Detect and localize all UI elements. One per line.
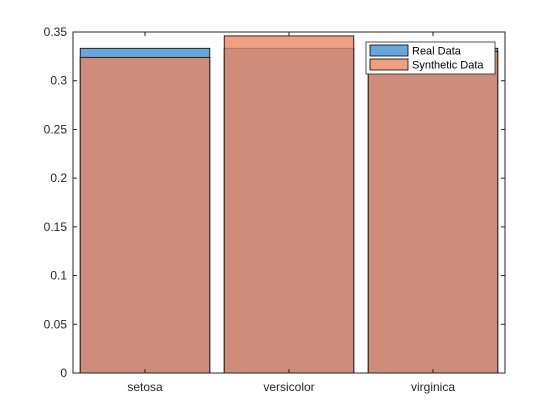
bars-layer	[79, 35, 499, 374]
legend-swatch-synthetic	[369, 58, 409, 71]
bar-synthetic-versicolor	[223, 35, 355, 374]
x-tick-label: versicolor	[263, 380, 314, 394]
legend-label-real: Real Data	[412, 46, 462, 58]
legend[interactable]: Real Data Synthetic Data	[365, 41, 496, 75]
bar-synthetic-setosa	[79, 56, 211, 374]
x-tick-label: setosa	[127, 380, 163, 394]
y-tick-label: 0.1	[50, 269, 67, 283]
y-tick-label: 0.15	[44, 220, 68, 234]
y-tick-label: 0.25	[44, 122, 68, 136]
y-tick-label: 0.3	[50, 74, 67, 88]
x-axis: setosa versicolor virginica	[127, 32, 455, 394]
y-tick-label: 0	[60, 366, 67, 380]
legend-label-synthetic: Synthetic Data	[412, 60, 484, 72]
y-tick-label: 0.35	[44, 25, 68, 39]
y-tick-label: 0.05	[44, 317, 68, 331]
y-tick-label: 0.2	[50, 171, 67, 185]
x-tick-label: virginica	[411, 380, 455, 394]
bar-synthetic-virginica	[367, 51, 499, 374]
legend-swatch-real	[369, 44, 409, 57]
y-axis: 0 0.05 0.1 0.15 0.2 0.25 0.3 0.35	[44, 25, 505, 380]
